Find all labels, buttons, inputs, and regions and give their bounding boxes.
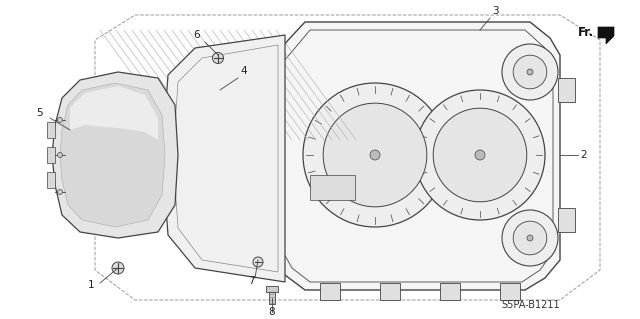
Circle shape xyxy=(415,90,545,220)
Text: 8: 8 xyxy=(268,307,275,317)
Text: 3: 3 xyxy=(492,6,499,16)
Circle shape xyxy=(212,53,223,63)
Polygon shape xyxy=(558,208,575,232)
Polygon shape xyxy=(47,147,55,163)
Polygon shape xyxy=(47,172,55,188)
Circle shape xyxy=(433,108,527,202)
Text: S5PA-B1211: S5PA-B1211 xyxy=(501,300,560,310)
Polygon shape xyxy=(60,83,165,227)
Text: 5: 5 xyxy=(36,108,43,118)
Circle shape xyxy=(58,152,63,158)
Polygon shape xyxy=(269,292,275,304)
Circle shape xyxy=(513,55,547,89)
Text: 2: 2 xyxy=(580,150,587,160)
Polygon shape xyxy=(310,175,355,200)
Circle shape xyxy=(513,221,547,255)
Circle shape xyxy=(112,262,124,274)
Polygon shape xyxy=(320,283,340,300)
Circle shape xyxy=(502,44,558,100)
Circle shape xyxy=(253,257,263,267)
Circle shape xyxy=(323,103,427,207)
Polygon shape xyxy=(440,283,460,300)
Circle shape xyxy=(303,83,447,227)
Polygon shape xyxy=(70,86,158,140)
Text: 4: 4 xyxy=(240,66,246,76)
Polygon shape xyxy=(47,122,55,138)
Polygon shape xyxy=(598,27,614,44)
Circle shape xyxy=(502,210,558,266)
Circle shape xyxy=(370,150,380,160)
Polygon shape xyxy=(52,72,178,238)
Polygon shape xyxy=(558,78,575,102)
Circle shape xyxy=(58,189,63,195)
Polygon shape xyxy=(275,22,560,290)
Polygon shape xyxy=(266,286,278,292)
Text: 7: 7 xyxy=(248,276,255,286)
Circle shape xyxy=(475,150,485,160)
Circle shape xyxy=(527,235,533,241)
Text: 1: 1 xyxy=(88,280,95,290)
Polygon shape xyxy=(162,35,285,282)
Circle shape xyxy=(58,117,63,122)
Text: Fr.: Fr. xyxy=(578,26,594,39)
Text: 6: 6 xyxy=(193,30,200,40)
Polygon shape xyxy=(500,283,520,300)
Circle shape xyxy=(527,69,533,75)
Polygon shape xyxy=(380,283,400,300)
